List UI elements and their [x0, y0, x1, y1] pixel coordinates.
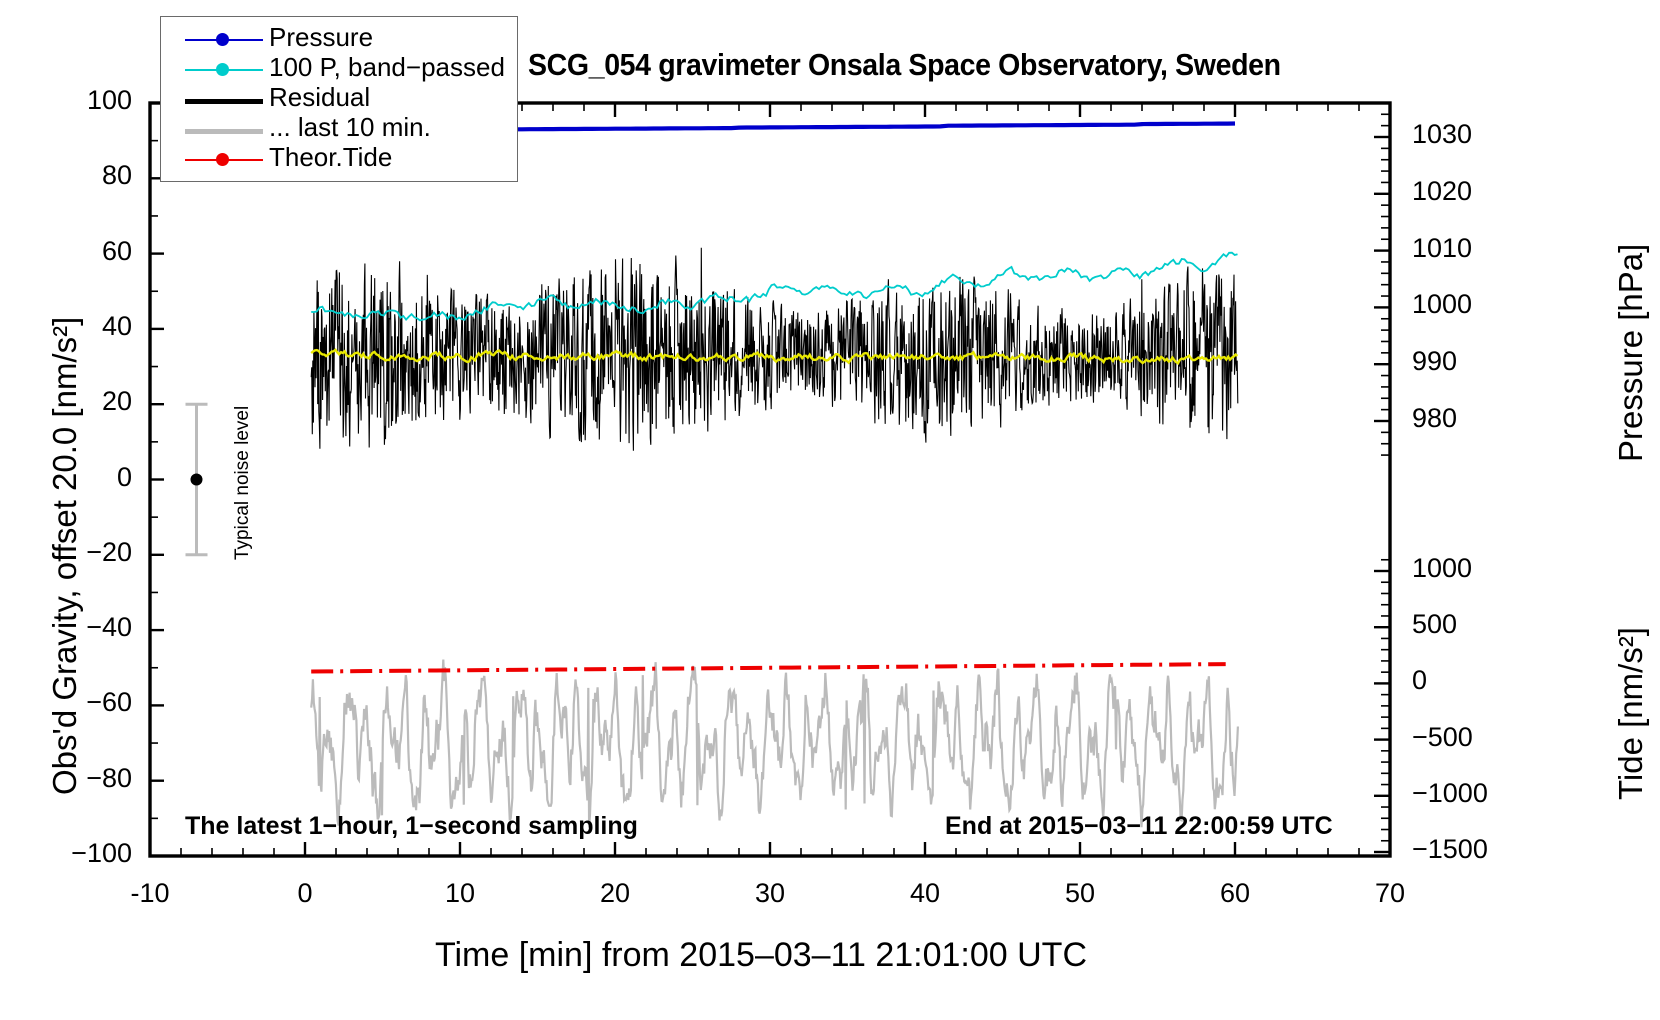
tide-tick-label: −1500 — [1412, 834, 1488, 864]
series-smoothed-mean — [310, 348, 1239, 366]
legend-item-0[interactable]: Pressure — [161, 22, 517, 55]
series-theor-tide — [311, 662, 1226, 674]
series-last-10-min — [310, 659, 1239, 828]
y-tick-label: 100 — [86, 85, 132, 115]
y-tick-label: −80 — [86, 762, 132, 793]
legend-swatch-icon — [185, 129, 263, 134]
legend-marker-icon — [216, 153, 229, 166]
legend-label: Pressure — [269, 22, 374, 52]
tide-tick-label: −1000 — [1412, 777, 1488, 808]
legend-marker-icon — [216, 33, 229, 46]
annotation-bottom-left: The latest 1−hour, 1−second sampling — [185, 812, 638, 840]
pressure-tick-label: 980 — [1412, 403, 1458, 433]
tide-tick-label: 500 — [1412, 609, 1458, 640]
y-tick-label: 80 — [101, 160, 132, 191]
pressure-tick-label: 990 — [1412, 346, 1458, 377]
x-tick-label: 0 — [297, 878, 313, 908]
x-axis-title: Time [min] from 2015‒03‒11 21:01:00 UTC — [435, 936, 1087, 974]
legend-marker-icon — [216, 63, 229, 76]
annotation-bottom-right: End at 2015−03−11 22:00:59 UTC — [945, 812, 1333, 840]
series-band-passed — [311, 251, 1238, 322]
legend-label: ... last 10 min. — [269, 112, 431, 142]
tide-tick-label: 1000 — [1412, 553, 1473, 583]
x-tick-label: 50 — [1064, 878, 1096, 908]
y-tick-label: 40 — [101, 310, 132, 341]
y-tick-label: 0 — [116, 461, 132, 492]
y-axis-title-tide: Tide [nm/s²] — [1612, 627, 1649, 800]
series-residual — [310, 247, 1239, 451]
legend-label: 100 P, band−passed — [269, 52, 505, 82]
x-tick-label: 30 — [754, 878, 786, 908]
noise-level-label: Typical noise level — [232, 405, 253, 560]
legend-item-1[interactable]: 100 P, band−passed — [161, 52, 517, 85]
y-tick-label: −100 — [71, 838, 132, 868]
y-tick-label: −40 — [86, 612, 132, 643]
legend-item-4[interactable]: Theor.Tide — [161, 142, 517, 175]
series-pressure — [506, 121, 1236, 132]
legend-item-3[interactable]: ... last 10 min. — [161, 112, 517, 145]
pressure-tick-label: 1000 — [1412, 289, 1473, 320]
noise-level-errorbar — [185, 402, 208, 557]
pressure-tick-label: 1010 — [1412, 232, 1473, 263]
x-tick-label: 10 — [444, 878, 476, 908]
y-tick-label: 60 — [101, 235, 132, 266]
tide-tick-label: 0 — [1412, 665, 1428, 696]
legend-swatch-icon — [185, 99, 263, 104]
x-tick-label: -10 — [130, 878, 170, 908]
legend-item-2[interactable]: Residual — [161, 82, 517, 115]
y-tick-label: −20 — [86, 536, 132, 567]
chart-legend: Pressure 100 P, band−passed Residual... la… — [160, 16, 518, 182]
pressure-tick-label: 1030 — [1412, 119, 1473, 149]
legend-label: Residual — [269, 82, 371, 112]
y-axis-title-left: Obs'd Gravity, offset 20.0 [nm/s²] — [46, 316, 83, 795]
y-tick-label: 20 — [101, 386, 132, 417]
plot-frame — [148, 101, 1392, 858]
y-axis-title-pressure: Pressure [hPa] — [1612, 243, 1649, 462]
x-tick-label: 60 — [1219, 878, 1251, 908]
page-title: SCG_054 gravimeter Onsala Space Observat… — [528, 47, 1281, 82]
pressure-tick-label: 1020 — [1412, 175, 1473, 206]
x-tick-label: 70 — [1374, 878, 1406, 908]
y-tick-label: −60 — [86, 687, 132, 718]
x-tick-label: 20 — [599, 878, 631, 908]
x-tick-label: 40 — [909, 878, 941, 908]
tide-tick-label: −500 — [1412, 721, 1473, 752]
legend-label: Theor.Tide — [269, 142, 393, 172]
data-traces — [310, 121, 1239, 828]
